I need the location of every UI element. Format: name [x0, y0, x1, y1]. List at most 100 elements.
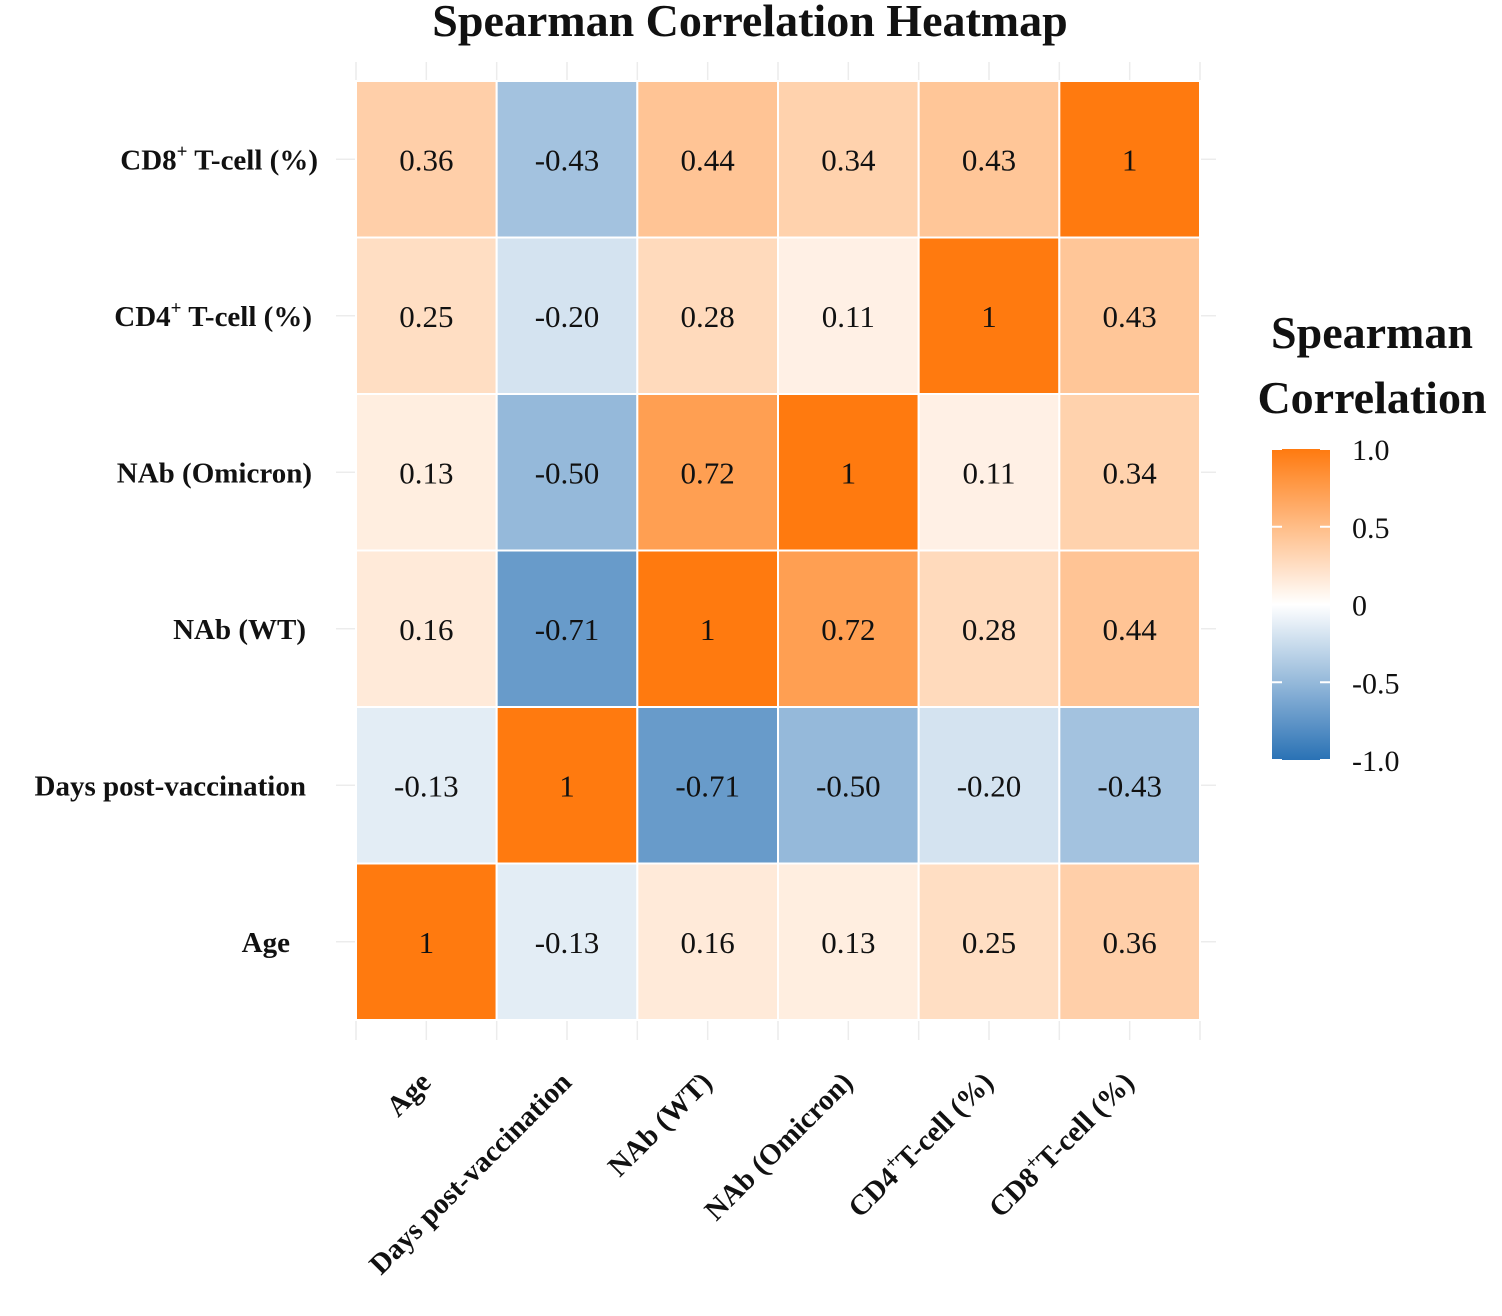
cell-value-label: 0.72	[681, 455, 735, 490]
y-tick-label: NAb (WT)	[173, 614, 306, 646]
cell-value-label: 1	[841, 455, 857, 490]
x-tick-label: NAb (WT)	[602, 1066, 719, 1183]
cell-value-label: 1	[559, 768, 575, 803]
x-tick-label: NAb (Omicron)	[699, 1066, 860, 1227]
y-tick-label: CD8+ T-cell (%)	[120, 141, 318, 176]
y-tick-label-main: CD4	[114, 301, 170, 333]
cell-value-label: 0.44	[1103, 612, 1158, 647]
x-tick-label-rest: T-cell (%)	[890, 1066, 1000, 1176]
heatmap-cell	[777, 236, 920, 395]
cell-value-label: -0.20	[957, 768, 1022, 803]
x-tick-label-rest: T-cell (%)	[1030, 1066, 1140, 1176]
heatmap-cells: 1 -0.13 0.16 0.13 0.25 0.36 -0.13 1 -0.71 -0.50 -0…	[355, 80, 1202, 1021]
heatmap-cell	[1058, 862, 1202, 1021]
cell-value-label: 0.11	[962, 455, 1015, 490]
x-tick-label: Age	[380, 1066, 437, 1123]
cell-value-label: 0.34	[821, 142, 876, 177]
cell-value-label: 0.28	[962, 612, 1016, 647]
heatmap-cell	[355, 80, 498, 239]
legend-tick-label: -0.5	[1352, 667, 1400, 700]
heatmap-cell	[355, 706, 498, 865]
heatmap-cell	[1058, 80, 1202, 239]
y-tick-label: CD4+ T-cell (%)	[114, 298, 312, 333]
legend-title-line: Spearman	[1271, 307, 1473, 358]
heatmap-cell	[777, 862, 920, 1021]
y-tick-label-main: Age	[242, 927, 290, 959]
cell-value-label: 1	[1122, 142, 1138, 177]
cell-value-label: 0.16	[681, 925, 735, 960]
heatmap-cell	[636, 862, 779, 1021]
y-tick-label-rest: T-cell (%)	[188, 144, 319, 176]
cell-value-label: 0.28	[681, 299, 735, 334]
cell-value-label: -0.43	[1097, 768, 1162, 803]
heatmap-cell	[917, 236, 1061, 395]
x-tick-label-main: NAb (WT)	[602, 1066, 719, 1183]
heatmap-cell	[495, 236, 639, 395]
cell-value-label: 0.43	[962, 142, 1016, 177]
color-legend: Spearman Correlation 1.0 0.5 0 -0.5 -1.0	[1257, 307, 1486, 778]
cell-value-label: -0.13	[535, 925, 600, 960]
y-tick-label-main: NAb (WT)	[173, 614, 306, 646]
cell-value-label: 1	[700, 612, 716, 647]
cell-value-label: 0.44	[681, 142, 736, 177]
cell-value-label: 0.25	[399, 299, 453, 334]
cell-value-label: -0.13	[394, 768, 459, 803]
cell-value-label: 0.36	[399, 142, 453, 177]
heatmap-cell	[495, 862, 639, 1021]
cell-value-label: 1	[419, 925, 435, 960]
cell-value-label: 0.11	[822, 299, 875, 334]
y-tick-label: NAb (Omicron)	[117, 457, 312, 489]
heatmap-cell	[777, 80, 920, 239]
y-axis-labels: Age Days post-vaccination NAb (WT) NAb (Omi…	[35, 141, 318, 959]
heatmap-cell	[917, 706, 1061, 865]
legend-tick-label: 1.0	[1352, 434, 1390, 467]
y-tick-label-main: Days post-vaccination	[35, 770, 306, 802]
cell-value-label: 0.25	[962, 925, 1016, 960]
cell-value-label: 0.36	[1103, 925, 1157, 960]
cell-value-label: 0.72	[821, 612, 875, 647]
cell-value-label: -0.43	[535, 142, 600, 177]
heatmap-cell	[636, 236, 779, 395]
chart-title: Spearman Correlation Heatmap	[432, 0, 1067, 46]
heatmap-cell	[636, 706, 779, 865]
cell-value-label: 0.16	[399, 612, 453, 647]
legend-title-line: Correlation	[1257, 372, 1486, 423]
cell-value-label: 0.13	[399, 455, 453, 490]
heatmap-cell	[636, 80, 779, 239]
heatmap-cell	[355, 236, 498, 395]
legend-tick-label: -1.0	[1352, 745, 1400, 778]
heatmap-cell	[917, 393, 1061, 552]
cell-value-label: 0.43	[1103, 299, 1157, 334]
cell-value-label: -0.71	[535, 612, 600, 647]
heatmap-cell	[495, 549, 639, 708]
cell-value-label: -0.20	[535, 299, 600, 334]
heatmap-cell	[917, 80, 1061, 239]
heatmap-cell	[495, 80, 639, 239]
y-tick-label: Days post-vaccination	[35, 770, 306, 802]
cell-value-label: 1	[981, 299, 997, 334]
heatmap-cell	[917, 862, 1061, 1021]
y-tick-label-rest: T-cell (%)	[182, 301, 313, 333]
legend-tick-label: 0.5	[1352, 512, 1390, 545]
y-tick-label-main: CD8	[120, 144, 176, 176]
y-tick-label-sup: +	[177, 141, 188, 162]
heatmap-cell	[1058, 549, 1202, 708]
y-tick-label-main: NAb (Omicron)	[117, 457, 312, 489]
x-tick-label: CD4+T-cell (%)	[840, 1064, 1000, 1224]
heatmap-cell	[1058, 706, 1202, 865]
cell-value-label: -0.50	[816, 768, 881, 803]
cell-value-label: -0.50	[535, 455, 600, 490]
cell-value-label: 0.34	[1103, 455, 1158, 490]
y-tick-label-sup: +	[171, 298, 182, 319]
heatmap-cell	[495, 393, 639, 552]
x-tick-label: CD8+T-cell (%)	[981, 1064, 1141, 1224]
cell-value-label: 0.13	[821, 925, 875, 960]
heatmap-cell	[495, 706, 639, 865]
legend-tick-label: 0	[1352, 590, 1367, 623]
heatmap-cell	[777, 706, 920, 865]
x-tick-label-main: Age	[380, 1066, 437, 1123]
y-tick-label: Age	[242, 927, 290, 959]
x-tick-label-main: NAb (Omicron)	[699, 1066, 860, 1227]
